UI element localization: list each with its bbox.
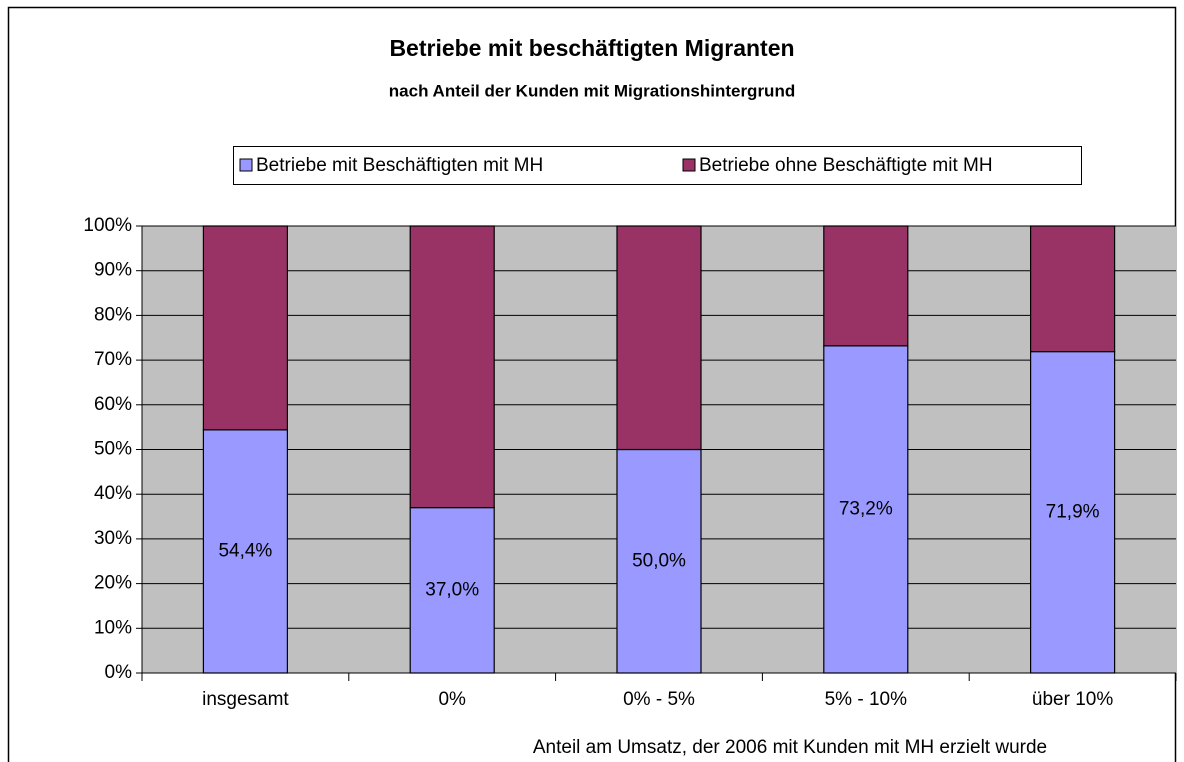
y-tick-label: 50% bbox=[94, 439, 132, 460]
chart-subtitle: nach Anteil der Kunden mit Migrationshin… bbox=[389, 81, 795, 100]
x-tick-label: über 10% bbox=[1032, 689, 1113, 710]
y-tick-label: 0% bbox=[105, 662, 133, 683]
y-tick-label: 20% bbox=[94, 573, 132, 594]
data-label: 50,0% bbox=[632, 550, 686, 571]
bar-segment bbox=[409, 507, 495, 674]
legend-swatch bbox=[239, 158, 253, 172]
y-tick-label: 100% bbox=[83, 215, 132, 236]
legend-swatch bbox=[682, 158, 696, 172]
data-label: 54,4% bbox=[218, 540, 272, 561]
bar-segment bbox=[1029, 351, 1116, 674]
legend-label: Betriebe mit Beschäftigten mit MH bbox=[256, 155, 543, 176]
data-label: 37,0% bbox=[425, 579, 479, 600]
chart-title: Betriebe mit beschäftigten Migranten bbox=[389, 35, 794, 61]
x-tick-label: 0% bbox=[438, 689, 466, 710]
x-tick-label: 0% - 5% bbox=[623, 689, 695, 710]
bar-segment bbox=[1029, 225, 1116, 353]
y-tick-label: 90% bbox=[94, 260, 132, 281]
x-tick-label: insgesamt bbox=[202, 689, 289, 710]
legend-box bbox=[233, 146, 1082, 185]
bar-segment bbox=[616, 225, 702, 451]
y-tick-label: 30% bbox=[94, 528, 132, 549]
bar-segment bbox=[202, 225, 288, 431]
data-label: 71,9% bbox=[1046, 501, 1100, 522]
bar-segment bbox=[823, 345, 909, 674]
y-tick-label: 80% bbox=[94, 304, 132, 325]
y-tick-label: 60% bbox=[94, 394, 132, 415]
legend-label: Betriebe ohne Beschäftigte mit MH bbox=[699, 155, 993, 176]
x-tick-label: 5% - 10% bbox=[825, 689, 907, 710]
bar-segment bbox=[409, 225, 495, 509]
bar-segment bbox=[202, 429, 288, 674]
y-tick-label: 10% bbox=[94, 617, 132, 638]
y-tick-label: 40% bbox=[94, 483, 132, 504]
y-tick-label: 70% bbox=[94, 349, 132, 370]
bar-segment bbox=[823, 225, 909, 347]
bar-segment bbox=[616, 448, 702, 674]
x-axis-label: Anteil am Umsatz, der 2006 mit Kunden mi… bbox=[533, 737, 1047, 758]
data-label: 73,2% bbox=[839, 498, 893, 519]
